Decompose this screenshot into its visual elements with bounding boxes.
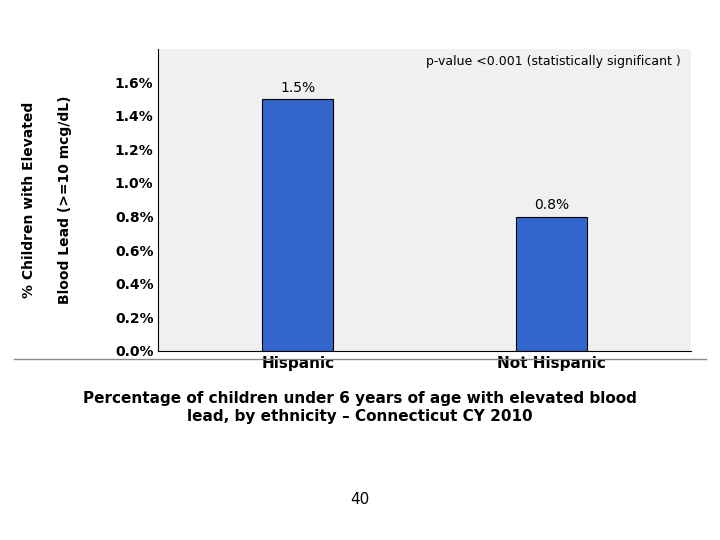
Bar bbox=[516, 217, 588, 351]
Text: 0.8%: 0.8% bbox=[534, 198, 570, 212]
Text: Percentage of children under 6 years of age with elevated blood
lead, by ethnici: Percentage of children under 6 years of … bbox=[83, 392, 637, 424]
Text: % Children with Elevated: % Children with Elevated bbox=[22, 102, 36, 298]
Text: Blood Lead (>=10 mcg/dL): Blood Lead (>=10 mcg/dL) bbox=[58, 96, 72, 304]
Text: 1.5%: 1.5% bbox=[280, 81, 315, 95]
Text: p-value <0.001 (statistically significant ): p-value <0.001 (statistically significan… bbox=[426, 55, 680, 68]
Bar bbox=[262, 99, 333, 351]
Text: 40: 40 bbox=[351, 492, 369, 507]
